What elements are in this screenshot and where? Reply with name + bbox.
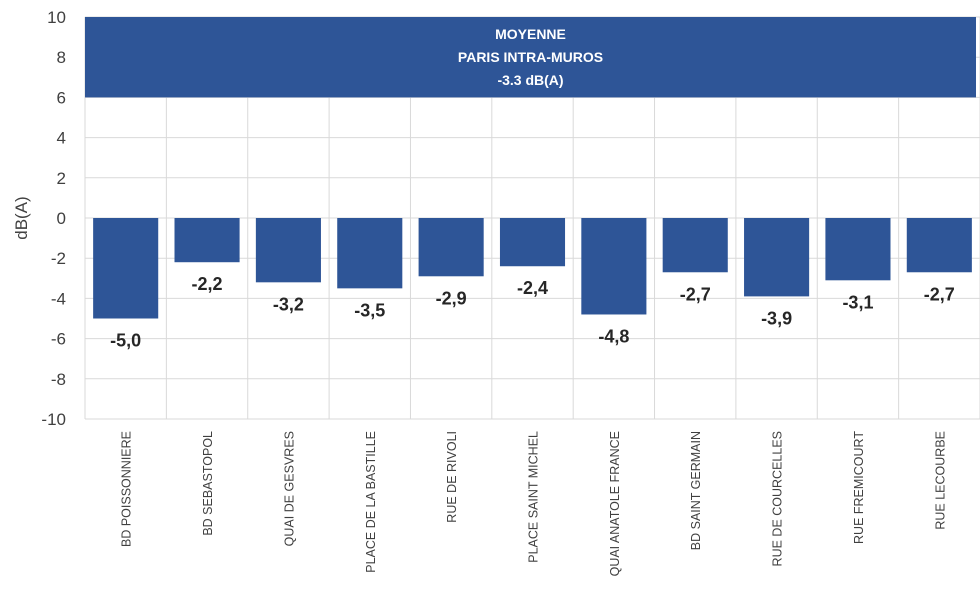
y-tick-label: -4 bbox=[51, 289, 66, 308]
category-label: PLACE SAINT MICHEL bbox=[527, 431, 541, 563]
category-label: QUAI DE GESVRES bbox=[282, 431, 296, 546]
data-label: -3,2 bbox=[273, 294, 304, 314]
bar bbox=[337, 218, 403, 289]
data-label: -2,4 bbox=[517, 278, 548, 298]
bar bbox=[255, 218, 321, 283]
data-label: -3,9 bbox=[761, 308, 792, 328]
category-label: RUE FREMICOURT bbox=[852, 431, 866, 544]
category-labels: BD POISSONNIERE BD SEBASTOPOL QUAI DE GESV… bbox=[120, 431, 948, 577]
bar bbox=[581, 218, 647, 315]
bar bbox=[744, 218, 810, 297]
y-tick-label: -6 bbox=[51, 330, 66, 349]
data-label: -3,5 bbox=[354, 300, 385, 320]
y-axis-ticks: 10 8 6 4 2 0 -2 -4 -6 -8 -10 bbox=[41, 8, 66, 429]
bar bbox=[662, 218, 728, 273]
category-label: PLACE DE LA BASTILLE bbox=[364, 431, 378, 573]
y-tick-label: 0 bbox=[57, 209, 66, 228]
category-label: BD POISSONNIERE bbox=[120, 431, 134, 547]
data-label: -5,0 bbox=[110, 331, 141, 351]
y-tick-label: -8 bbox=[51, 370, 66, 389]
y-tick-label: -10 bbox=[41, 410, 66, 429]
category-label: RUE DE RIVOLI bbox=[445, 431, 459, 523]
y-axis-label: dB(A) bbox=[12, 196, 31, 239]
data-label: -2,7 bbox=[680, 284, 711, 304]
category-label: QUAI ANATOLE FRANCE bbox=[608, 431, 622, 576]
category-label: BD SEBASTOPOL bbox=[201, 431, 215, 536]
bar bbox=[499, 218, 566, 267]
category-label: RUE DE COURCELLES bbox=[771, 431, 785, 566]
y-tick-label: 2 bbox=[57, 169, 66, 188]
y-tick-label: 4 bbox=[57, 129, 66, 148]
banner-line: PARIS INTRA-MUROS bbox=[458, 49, 603, 65]
data-label: -2,9 bbox=[436, 288, 467, 308]
bar bbox=[174, 218, 240, 263]
bar bbox=[418, 218, 484, 277]
banner-line: -3.3 dB(A) bbox=[497, 72, 563, 88]
banner-line: MOYENNE bbox=[495, 26, 566, 42]
average-banner: MOYENNE PARIS INTRA-MUROS -3.3 dB(A) bbox=[85, 17, 976, 98]
category-label: BD SAINT GERMAIN bbox=[689, 431, 703, 550]
bar bbox=[825, 218, 891, 281]
data-label: -2,7 bbox=[924, 284, 955, 304]
bar bbox=[93, 218, 159, 319]
data-label: -2,2 bbox=[192, 274, 223, 294]
data-labels: -5,0 -2,2 -3,2 -3,5 -2,9 -2,4 -4,8 -2,7 -3,9 -3,1… bbox=[110, 274, 955, 350]
y-tick-label: -2 bbox=[51, 249, 66, 268]
data-label: -4,8 bbox=[598, 326, 629, 346]
y-tick-label: 8 bbox=[57, 48, 66, 67]
average-banner-box bbox=[85, 17, 976, 98]
y-tick-label: 10 bbox=[47, 8, 66, 27]
bars bbox=[93, 218, 972, 319]
bar bbox=[906, 218, 972, 273]
category-label: RUE LECOURBE bbox=[933, 431, 947, 530]
data-label: -3,1 bbox=[842, 292, 873, 312]
y-tick-label: 6 bbox=[57, 88, 66, 107]
